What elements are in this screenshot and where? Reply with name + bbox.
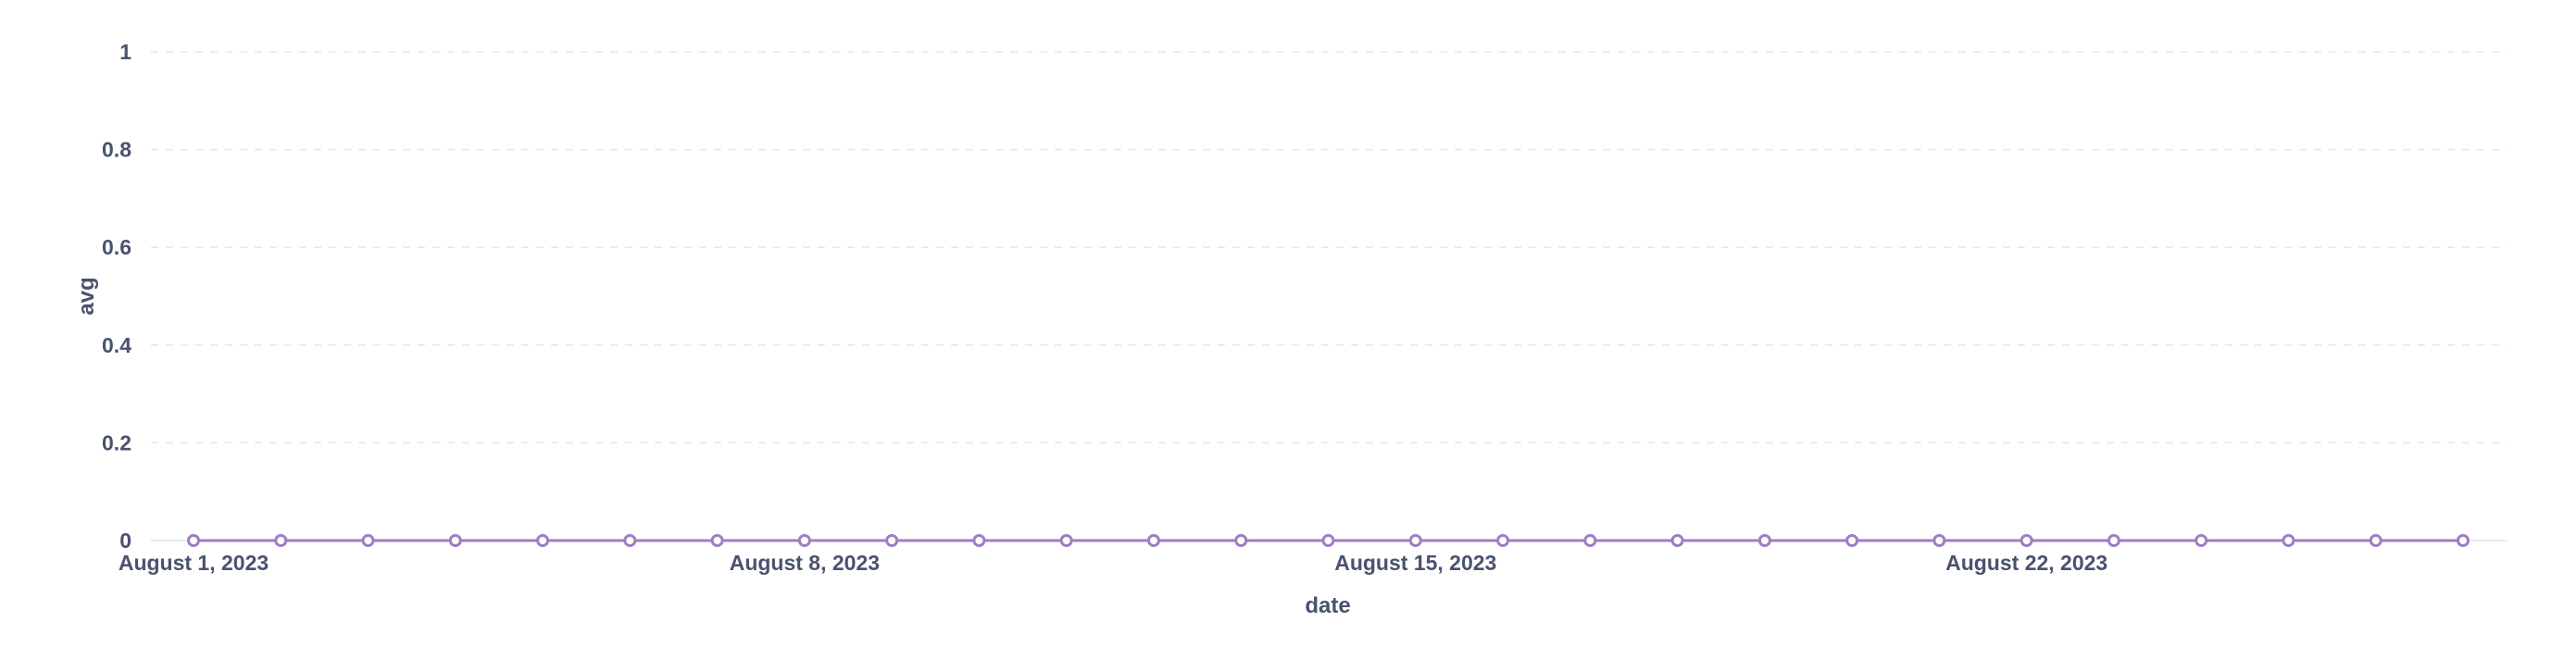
data-point[interactable] <box>2020 534 2033 547</box>
data-point[interactable] <box>1146 534 1160 547</box>
y-tick-label: 1 <box>119 40 131 64</box>
x-tick-label: August 1, 2023 <box>119 551 269 575</box>
x-tick-labels: August 1, 2023 August 8, 2023 August 15, 2… <box>119 551 2107 575</box>
data-point[interactable] <box>710 534 724 547</box>
x-tick-label: August 22, 2023 <box>1945 551 2107 575</box>
data-point[interactable] <box>1059 534 1073 547</box>
data-point[interactable] <box>2369 534 2382 547</box>
y-axis-title: avg <box>74 277 99 315</box>
data-point[interactable] <box>2457 534 2470 547</box>
data-point[interactable] <box>1757 534 1771 547</box>
data-point[interactable] <box>1670 534 1684 547</box>
data-point[interactable] <box>1496 534 1510 547</box>
data-point[interactable] <box>2282 534 2295 547</box>
data-point[interactable] <box>1408 534 1422 547</box>
data-point[interactable] <box>885 534 899 547</box>
data-point[interactable] <box>972 534 986 547</box>
data-point[interactable] <box>797 534 811 547</box>
data-point[interactable] <box>1932 534 1946 547</box>
y-tick-labels: 0 0.2 0.4 0.6 0.8 1 <box>102 40 131 553</box>
data-point[interactable] <box>187 534 200 547</box>
gridlines <box>151 51 2507 444</box>
y-tick-label: 0 <box>119 528 131 553</box>
x-tick-label: August 8, 2023 <box>730 551 880 575</box>
data-point[interactable] <box>1234 534 1248 547</box>
x-axis-title: date <box>1305 593 1350 618</box>
data-point[interactable] <box>623 534 637 547</box>
data-point[interactable] <box>2195 534 2208 547</box>
y-tick-label: 0.2 <box>102 430 131 454</box>
y-tick-label: 0.8 <box>102 138 131 162</box>
data-point[interactable] <box>448 534 462 547</box>
y-tick-label: 0.4 <box>102 333 131 357</box>
y-tick-label: 0.6 <box>102 235 131 259</box>
data-point[interactable] <box>1583 534 1597 547</box>
data-point[interactable] <box>2107 534 2120 547</box>
data-point[interactable] <box>1321 534 1335 547</box>
data-point[interactable] <box>274 534 288 547</box>
x-tick-label: August 15, 2023 <box>1334 551 1496 575</box>
data-point[interactable] <box>1845 534 1859 547</box>
data-point[interactable] <box>536 534 550 547</box>
data-point[interactable] <box>361 534 375 547</box>
series <box>187 534 2470 547</box>
